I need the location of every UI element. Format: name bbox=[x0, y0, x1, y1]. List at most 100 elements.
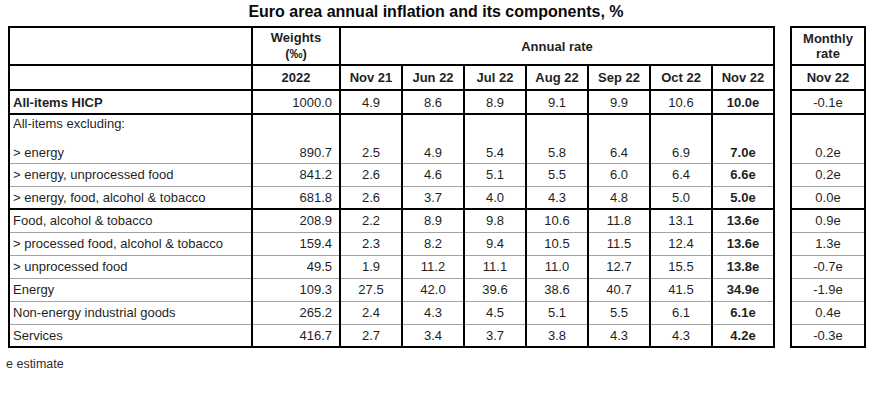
table-gap bbox=[774, 301, 791, 324]
row-label: Services bbox=[9, 324, 252, 347]
annual-rate-cell: 4.6 bbox=[402, 163, 464, 186]
table-gap bbox=[774, 90, 791, 114]
inflation-report-page: Euro area annual inflation and its compo… bbox=[0, 0, 880, 371]
table-gap bbox=[774, 324, 791, 347]
annual-rate-cell: 9.4 bbox=[464, 232, 526, 255]
annual-rate-cell: 3.4 bbox=[402, 324, 464, 347]
table-row: Non-energy industrial goods265.22.44.34.… bbox=[9, 301, 865, 324]
annual-rate-cell: 2.3 bbox=[340, 232, 402, 255]
table-row: > energy, food, alcohol & tobacco681.82.… bbox=[9, 186, 865, 209]
row-label: Energy bbox=[9, 278, 252, 301]
weight-cell: 109.3 bbox=[252, 278, 340, 301]
month-header: Jul 22 bbox=[464, 65, 526, 90]
annual-rate-cell: 10.6 bbox=[526, 209, 588, 232]
monthly-rate-cell: -0.3e bbox=[791, 324, 865, 347]
monthly-rate-cell: 0.2e bbox=[791, 114, 865, 163]
annual-rate-cell: 11.5 bbox=[588, 232, 650, 255]
annual-rate-cell: 4.9 bbox=[340, 90, 402, 114]
table-row: > energy, unprocessed food841.22.64.65.1… bbox=[9, 163, 865, 186]
annual-rate-cell: 8.2 bbox=[402, 232, 464, 255]
table-gap bbox=[774, 65, 791, 90]
table-gap bbox=[774, 27, 791, 65]
month-header: Oct 22 bbox=[650, 65, 712, 90]
row-label: All-items HICP bbox=[9, 90, 252, 114]
row-label: Non-energy industrial goods bbox=[9, 301, 252, 324]
annual-rate-cell: 13.6e bbox=[712, 209, 774, 232]
annual-rate-cell: 6.4 bbox=[588, 114, 650, 163]
weight-cell: 841.2 bbox=[252, 163, 340, 186]
annual-rate-cell: 7.0e bbox=[712, 114, 774, 163]
annual-rate-cell: 5.8 bbox=[526, 114, 588, 163]
table-gap bbox=[774, 114, 791, 163]
row-label-line2: > energy bbox=[13, 145, 249, 160]
page-title: Euro area annual inflation and its compo… bbox=[8, 3, 864, 21]
monthly-rate-cell: 0.0e bbox=[791, 186, 865, 209]
annual-rate-cell: 12.7 bbox=[588, 255, 650, 278]
corner-cell bbox=[9, 65, 252, 90]
table-gap bbox=[774, 278, 791, 301]
table-gap bbox=[774, 232, 791, 255]
annual-rate-cell: 15.5 bbox=[650, 255, 712, 278]
annual-rate-cell: 11.1 bbox=[464, 255, 526, 278]
annual-rate-cell: 5.5 bbox=[526, 163, 588, 186]
annual-rate-cell: 4.3 bbox=[588, 324, 650, 347]
row-label: > energy, unprocessed food bbox=[9, 163, 252, 186]
annual-rate-cell: 10.5 bbox=[526, 232, 588, 255]
annual-rate-cell: 3.8 bbox=[526, 324, 588, 347]
monthly-month-header: Nov 22 bbox=[791, 65, 865, 90]
annual-rate-cell: 9.8 bbox=[464, 209, 526, 232]
monthly-rate-cell: -1.9e bbox=[791, 278, 865, 301]
annual-rate-cell: 27.5 bbox=[340, 278, 402, 301]
table-gap bbox=[774, 186, 791, 209]
annual-rate-cell: 12.4 bbox=[650, 232, 712, 255]
annual-rate-cell: 11.0 bbox=[526, 255, 588, 278]
annual-rate-cell: 4.0 bbox=[464, 186, 526, 209]
month-header: Sep 22 bbox=[588, 65, 650, 90]
weight-cell: 1000.0 bbox=[252, 90, 340, 114]
table-gap bbox=[774, 209, 791, 232]
annual-rate-cell: 5.0 bbox=[650, 186, 712, 209]
monthly-rate-cell: 0.4e bbox=[791, 301, 865, 324]
annual-rate-cell: 5.5 bbox=[588, 301, 650, 324]
annual-rate-cell: 2.5 bbox=[340, 114, 402, 163]
weight-cell: 681.8 bbox=[252, 186, 340, 209]
annual-rate-cell: 3.7 bbox=[402, 186, 464, 209]
monthly-rate-header: Monthly rate bbox=[791, 27, 865, 65]
row-label: > energy, food, alcohol & tobacco bbox=[9, 186, 252, 209]
annual-rate-cell: 41.5 bbox=[650, 278, 712, 301]
inflation-table: Weights (‰) Annual rate Monthly rate 202… bbox=[8, 26, 866, 348]
annual-rate-cell: 5.0e bbox=[712, 186, 774, 209]
monthly-rate-cell: -0.7e bbox=[791, 255, 865, 278]
table-gap bbox=[774, 255, 791, 278]
annual-rate-cell: 10.6 bbox=[650, 90, 712, 114]
annual-rate-cell: 3.7 bbox=[464, 324, 526, 347]
monthly-rate-cell: 0.9e bbox=[791, 209, 865, 232]
row-label: All-items excluding:> energy bbox=[9, 114, 252, 163]
weights-label: Weights bbox=[254, 30, 338, 46]
weight-cell: 265.2 bbox=[252, 301, 340, 324]
annual-rate-cell: 4.3 bbox=[402, 301, 464, 324]
table-row: > processed food, alcohol & tobacco159.4… bbox=[9, 232, 865, 255]
table-row: All-items excluding:> energy890.72.54.95… bbox=[9, 114, 865, 163]
annual-rate-cell: 5.4 bbox=[464, 114, 526, 163]
annual-rate-cell: 6.1e bbox=[712, 301, 774, 324]
monthly-rate-cell: -0.1e bbox=[791, 90, 865, 114]
annual-rate-cell: 34.9e bbox=[712, 278, 774, 301]
annual-rate-cell: 6.6e bbox=[712, 163, 774, 186]
annual-rate-header: Annual rate bbox=[340, 27, 774, 65]
corner-cell bbox=[9, 27, 252, 65]
annual-rate-cell: 9.9 bbox=[588, 90, 650, 114]
annual-rate-cell: 6.1 bbox=[650, 301, 712, 324]
weight-cell: 890.7 bbox=[252, 114, 340, 163]
annual-rate-cell: 1.9 bbox=[340, 255, 402, 278]
annual-rate-cell: 42.0 bbox=[402, 278, 464, 301]
annual-rate-cell: 8.9 bbox=[464, 90, 526, 114]
annual-rate-cell: 8.6 bbox=[402, 90, 464, 114]
annual-rate-cell: 4.9 bbox=[402, 114, 464, 163]
annual-rate-cell: 6.0 bbox=[588, 163, 650, 186]
header-row-periods: 2022 Nov 21 Jun 22 Jul 22 Aug 22 Sep 22 … bbox=[9, 65, 865, 90]
annual-rate-cell: 4.8 bbox=[588, 186, 650, 209]
month-header: Nov 22 bbox=[712, 65, 774, 90]
row-label: > unprocessed food bbox=[9, 255, 252, 278]
annual-rate-cell: 2.6 bbox=[340, 163, 402, 186]
